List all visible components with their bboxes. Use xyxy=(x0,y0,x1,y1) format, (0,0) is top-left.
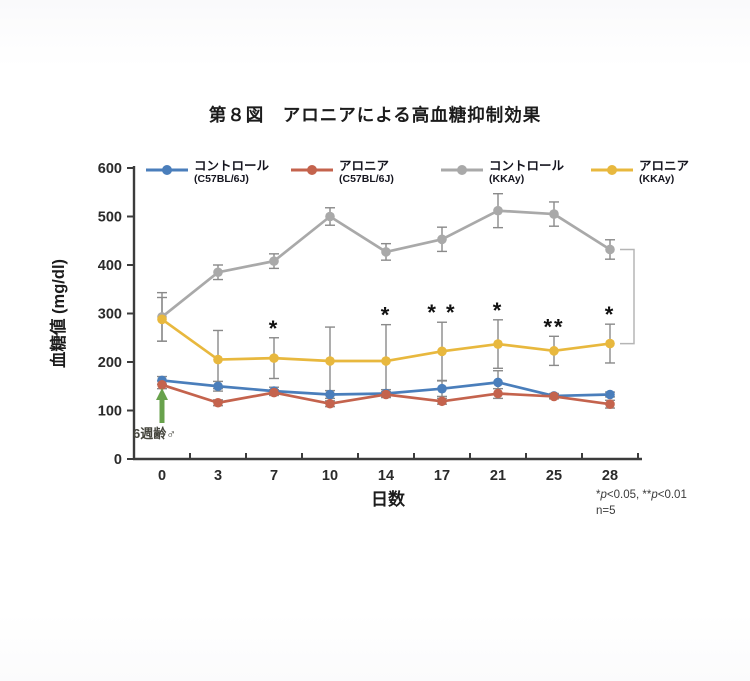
legend-sublabel: (KKAy) xyxy=(489,173,525,186)
significance-star: * xyxy=(269,316,280,341)
svg-text:7: 7 xyxy=(270,468,278,484)
legend-label: コントロール xyxy=(194,159,270,173)
legend-item-3: コントロール (KKAy) xyxy=(441,159,564,187)
significance-star: * xyxy=(605,302,616,327)
legend-marker-icon xyxy=(291,165,333,175)
svg-text:300: 300 xyxy=(98,307,122,323)
sample-size-note: n=5 xyxy=(596,505,616,518)
svg-text:17: 17 xyxy=(434,468,450,484)
svg-text:10: 10 xyxy=(322,468,338,484)
svg-text:日数: 日数 xyxy=(371,489,406,509)
svg-text:25: 25 xyxy=(546,468,562,484)
significance-star: ** xyxy=(543,314,564,339)
legend-sublabel: (KKAy) xyxy=(639,173,675,186)
start-arrow-icon xyxy=(156,388,168,400)
svg-text:血糖値 (mg/dl): 血糖値 (mg/dl) xyxy=(48,259,68,368)
legend-sublabel: (C57BL/6J) xyxy=(339,173,394,186)
svg-text:21: 21 xyxy=(490,468,506,484)
svg-text:200: 200 xyxy=(98,355,122,371)
legend-label: コントロール xyxy=(489,159,565,173)
svg-text:0: 0 xyxy=(114,452,122,468)
figure-title: 第８図 アロニアによる高血糖抑制効果 xyxy=(208,105,542,125)
legend-label: アロニア xyxy=(339,159,390,173)
legend-item-4: アロニア (KKAy) xyxy=(591,159,689,187)
svg-text:500: 500 xyxy=(98,210,122,226)
significance-star: * * xyxy=(427,300,456,325)
legend-marker-icon xyxy=(146,165,188,175)
svg-text:100: 100 xyxy=(98,404,122,420)
legend-marker-icon xyxy=(591,165,633,175)
legend-item-2: アロニア (C57BL/6J) xyxy=(291,159,394,187)
age-annotation: 6週齢♂ xyxy=(133,426,176,441)
svg-text:3: 3 xyxy=(214,468,222,484)
legend-label: アロニア xyxy=(639,159,690,173)
legend-marker-icon xyxy=(441,165,483,175)
svg-text:600: 600 xyxy=(98,161,122,177)
legend-item-1: コントロール (C57BL/6J) xyxy=(146,159,269,187)
svg-text:0: 0 xyxy=(158,468,166,484)
svg-text:14: 14 xyxy=(378,468,394,484)
significance-star: * xyxy=(493,298,504,323)
significance-note-line1: *p<0.05, **p<0.01 xyxy=(596,489,687,501)
svg-text:28: 28 xyxy=(602,468,618,484)
significance-note: *p<0.05, **p<0.01 n=5 xyxy=(596,487,687,519)
legend-sublabel: (C57BL/6J) xyxy=(194,173,249,186)
significance-star: * xyxy=(381,303,392,328)
svg-text:400: 400 xyxy=(98,258,122,274)
